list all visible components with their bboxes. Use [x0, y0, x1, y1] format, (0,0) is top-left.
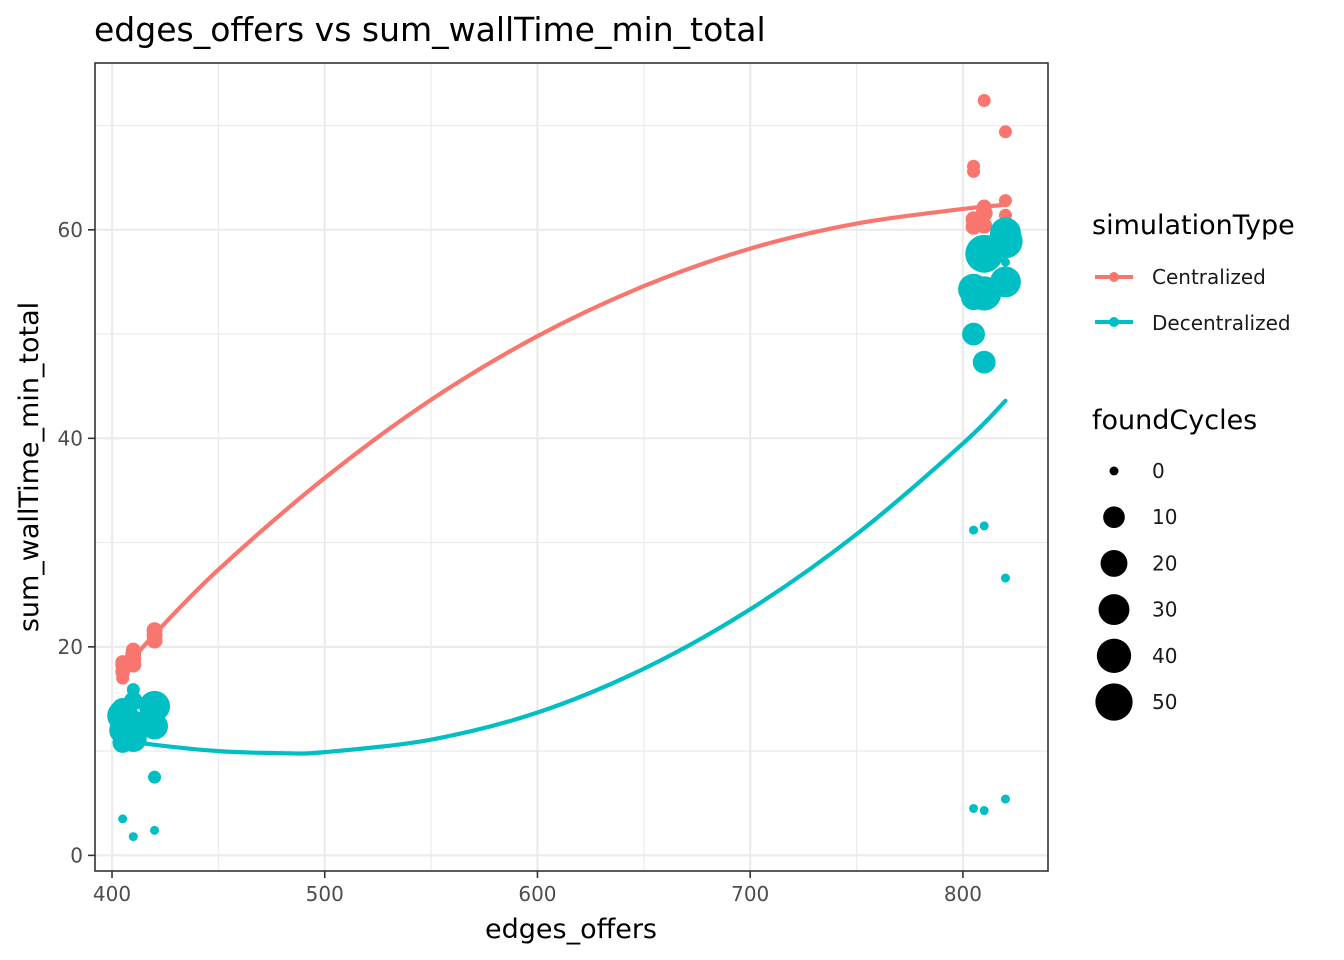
y-tick-label: 40 [58, 426, 83, 450]
chart-title: edges_offers vs sum_wallTime_min_total [94, 10, 766, 49]
legend-size-label: 20 [1152, 551, 1177, 575]
x-tick-label: 600 [518, 882, 556, 906]
fit-line-decentralized [120, 398, 1008, 756]
data-point-decentralized [972, 350, 996, 374]
data-point-decentralized [126, 683, 140, 697]
y-tick-label: 0 [70, 843, 83, 867]
plot-background [95, 63, 1048, 871]
legend-key-dot-decentralized [1109, 317, 1119, 327]
plot-panel-border [94, 62, 1049, 872]
x-axis-label: edges_offers [485, 914, 657, 945]
x-tick-label: 700 [731, 882, 769, 906]
legend-size-key [1109, 466, 1119, 476]
tick-layer: 400 500 600 700 800 0 20 40 60 [58, 218, 982, 906]
data-point-decentralized [148, 770, 162, 784]
y-tick-label: 20 [58, 635, 83, 659]
data-point-centralized [976, 199, 992, 215]
legend-item-decentralized: Decentralized [1095, 311, 1291, 335]
grid-layer [95, 63, 1048, 871]
x-tick-label: 800 [944, 882, 982, 906]
data-point-decentralized [990, 266, 1021, 298]
data-point-decentralized [1000, 257, 1010, 267]
data-point-decentralized [1000, 794, 1010, 804]
legend-key-dot-centralized [1109, 272, 1119, 282]
legend-size-key [1096, 638, 1132, 673]
data-point-decentralized [118, 814, 128, 824]
fit-layer [120, 202, 1008, 756]
data-point-decentralized [150, 825, 160, 835]
data-point-centralized [998, 194, 1012, 208]
legend-color: simulationType Centralized Decentralized [1092, 210, 1295, 335]
data-point-centralized [998, 125, 1012, 139]
legend-size-key [1095, 683, 1133, 721]
legend-size-label: 40 [1152, 644, 1177, 668]
legend-size-key [1100, 549, 1128, 577]
data-point-decentralized [969, 525, 979, 535]
point-layer [107, 94, 1023, 842]
data-point-decentralized [969, 803, 979, 813]
legend-size-label: 0 [1152, 459, 1165, 483]
fit-line-centralized [120, 202, 1008, 673]
data-point-decentralized [962, 322, 985, 346]
data-point-decentralized [139, 690, 171, 722]
data-point-decentralized [1000, 573, 1010, 583]
data-point-decentralized [123, 691, 143, 711]
data-point-decentralized [990, 217, 1021, 249]
legend-size-label: 10 [1152, 505, 1177, 529]
legend-label-decentralized: Decentralized [1152, 311, 1291, 335]
legend-size-key [1103, 506, 1125, 529]
legend-size-key [1098, 594, 1130, 626]
legend-size: foundCycles 0 10 20 30 40 50 [1092, 405, 1257, 721]
data-point-decentralized [128, 832, 138, 842]
legend-size-label: 30 [1152, 598, 1177, 622]
x-tick-label: 400 [93, 882, 131, 906]
legend-item-centralized: Centralized [1095, 265, 1266, 289]
y-axis-label: sum_wallTime_min_total [14, 302, 45, 632]
data-point-decentralized [979, 521, 989, 531]
data-point-centralized [125, 642, 141, 658]
legend-size-items: 0 10 20 30 40 50 [1095, 459, 1177, 721]
data-point-centralized [976, 217, 993, 234]
data-point-centralized [967, 159, 981, 173]
legend-size-label: 50 [1152, 690, 1177, 714]
legend-color-title: simulationType [1092, 210, 1295, 241]
data-point-decentralized [117, 710, 149, 742]
data-point-centralized [146, 622, 163, 639]
data-point-decentralized [979, 806, 989, 816]
data-point-centralized [977, 94, 991, 108]
x-tick-label: 500 [306, 882, 344, 906]
y-tick-label: 60 [58, 218, 83, 242]
legend-size-title: foundCycles [1092, 405, 1257, 436]
legend-label-centralized: Centralized [1152, 265, 1266, 289]
